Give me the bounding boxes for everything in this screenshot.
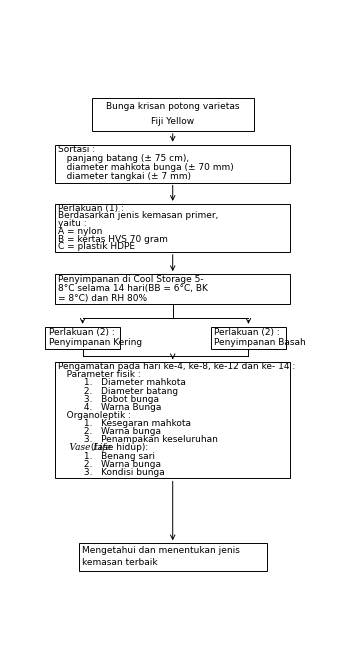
Text: 2.   Diameter batang: 2. Diameter batang	[58, 386, 179, 396]
Text: Perlakuan (2) :: Perlakuan (2) :	[214, 328, 280, 337]
Bar	[92, 98, 254, 131]
Text: C = plastik HDPE: C = plastik HDPE	[58, 242, 135, 252]
Text: Perlakuan (2) :: Perlakuan (2) :	[49, 328, 114, 337]
Text: Penyimpanan Kering: Penyimpanan Kering	[49, 338, 142, 348]
Text: diameter tangkai (± 7 mm): diameter tangkai (± 7 mm)	[58, 172, 191, 181]
Bar	[45, 327, 120, 350]
Text: 3.   Kondisi bunga: 3. Kondisi bunga	[58, 468, 165, 477]
Text: Perlakuan (1) :: Perlakuan (1) :	[58, 204, 124, 213]
Bar	[55, 204, 290, 252]
Bar	[211, 327, 286, 350]
Text: Mengetahui dan menentukan jenis: Mengetahui dan menentukan jenis	[82, 546, 240, 555]
Text: Bunga krisan potong varietas: Bunga krisan potong varietas	[106, 102, 240, 111]
Text: panjang batang (± 75 cm),: panjang batang (± 75 cm),	[58, 154, 189, 163]
Text: 3.   Bobot bunga: 3. Bobot bunga	[58, 395, 159, 403]
Text: 1.   Diameter mahkota: 1. Diameter mahkota	[58, 378, 186, 388]
Text: Parameter fisik :: Parameter fisik :	[58, 371, 141, 379]
Text: 1.   Benang sari: 1. Benang sari	[58, 451, 155, 461]
Bar	[55, 274, 290, 304]
Text: Organoleptik :: Organoleptik :	[58, 411, 131, 420]
Text: 3.   Penampakan keseluruhan: 3. Penampakan keseluruhan	[58, 436, 218, 444]
Text: B = kertas HVS 70 gram: B = kertas HVS 70 gram	[58, 235, 168, 244]
Text: 4.   Warna Bunga: 4. Warna Bunga	[58, 403, 162, 412]
Text: 8°C selama 14 hari(BB = 6°C, BK: 8°C selama 14 hari(BB = 6°C, BK	[58, 284, 208, 293]
Text: Sortasi :: Sortasi :	[58, 145, 95, 154]
Text: = 8°C) dan RH 80%: = 8°C) dan RH 80%	[58, 294, 148, 303]
Text: Penyimpanan Basah: Penyimpanan Basah	[214, 338, 306, 348]
Text: kemasan terbaik: kemasan terbaik	[82, 558, 157, 568]
Text: Berdasarkan jenis kemasan primer,: Berdasarkan jenis kemasan primer,	[58, 212, 219, 220]
Text: Pengamatan pada hari ke-4, ke-8, ke-12 dan ke- 14 :: Pengamatan pada hari ke-4, ke-8, ke-12 d…	[58, 362, 296, 371]
Text: A = nylon: A = nylon	[58, 227, 103, 236]
Bar	[55, 145, 290, 183]
Text: 1.   Kesegaran mahkota: 1. Kesegaran mahkota	[58, 419, 191, 428]
Bar	[55, 362, 290, 478]
Text: 2.   Warna bunga: 2. Warna bunga	[58, 460, 161, 468]
Text: Penyimpanan di Cool Storage 5-: Penyimpanan di Cool Storage 5-	[58, 275, 204, 284]
Bar	[79, 543, 267, 571]
Text: (fase hidup):: (fase hidup):	[88, 443, 149, 453]
Text: diameter mahkota bunga (± 70 mm): diameter mahkota bunga (± 70 mm)	[58, 163, 234, 172]
Text: yaitu :: yaitu :	[58, 219, 87, 228]
Text: Vase Life: Vase Life	[58, 443, 111, 453]
Text: 2.   Warna bunga: 2. Warna bunga	[58, 427, 161, 436]
Text: Fiji Yellow: Fiji Yellow	[151, 117, 194, 125]
